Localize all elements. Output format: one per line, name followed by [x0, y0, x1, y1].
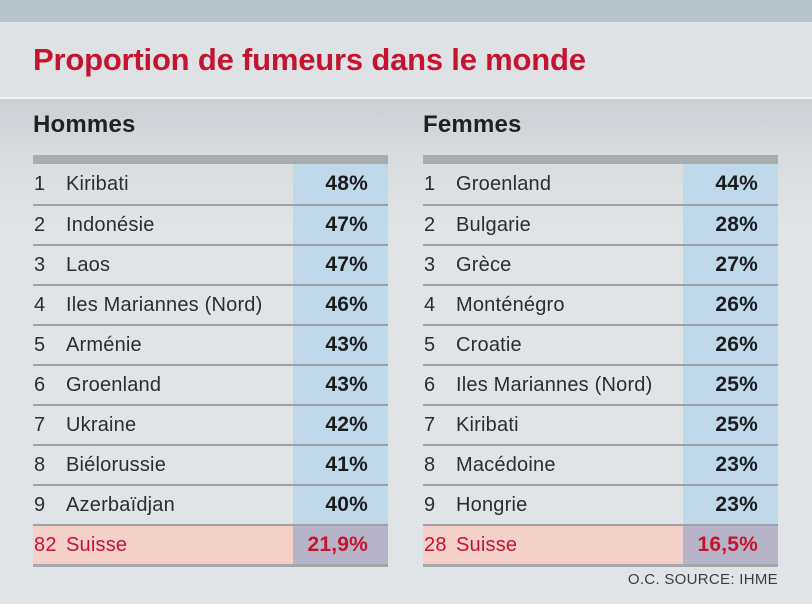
row-rank: 4 — [424, 293, 436, 316]
row-percent: 16,5% — [683, 526, 778, 564]
table-top-bar — [423, 155, 778, 164]
content-area — [0, 97, 812, 604]
source-credit: O.C. SOURCE: IHME — [627, 571, 778, 588]
mens-rows: 1 Kiribati 48% 2 Indonésie 47% 3 Laos 47% 4 Iles M… — [33, 164, 388, 567]
row-country: Groenland — [456, 172, 552, 195]
row-country: Azerbaïdjan — [66, 493, 175, 516]
table-top-bar — [33, 155, 388, 164]
table-row-suisse: 82 Suisse 21,9% — [33, 524, 388, 567]
row-rank: 2 — [424, 213, 436, 236]
row-rank: 7 — [34, 413, 46, 436]
table-row: 9 Azerbaïdjan 40% — [33, 484, 388, 524]
page-title: Proportion de fumeurs dans le monde — [33, 41, 586, 77]
row-country: Suisse — [456, 526, 683, 564]
row-percent: 25% — [683, 406, 778, 444]
row-percent: 28% — [683, 206, 778, 244]
row-rank: 82 — [33, 526, 66, 564]
row-percent: 46% — [293, 286, 388, 324]
table-row-suisse: 28 Suisse 16,5% — [423, 524, 778, 567]
table-row: 5 Arménie 43% — [33, 324, 388, 364]
row-rank: 1 — [424, 172, 436, 195]
table-row: 6 Groenland 43% — [33, 364, 388, 404]
row-percent: 26% — [683, 326, 778, 364]
table-row: 2 Bulgarie 28% — [423, 204, 778, 244]
row-country: Suisse — [66, 526, 293, 564]
table-row: 1 Groenland 44% — [423, 164, 778, 204]
table-row: 8 Biélorussie 41% — [33, 444, 388, 484]
top-accent-bar — [0, 0, 812, 22]
row-rank: 1 — [34, 172, 46, 195]
row-percent: 42% — [293, 406, 388, 444]
row-percent: 26% — [683, 286, 778, 324]
row-percent: 21,9% — [293, 526, 388, 564]
mens-table-header: Hommes — [33, 111, 136, 138]
table-row: 8 Macédoine 23% — [423, 444, 778, 484]
row-rank: 4 — [34, 293, 46, 316]
row-percent: 43% — [293, 326, 388, 364]
table-row: 1 Kiribati 48% — [33, 164, 388, 204]
row-country: Macédoine — [456, 453, 556, 476]
row-country: Iles Mariannes (Nord) — [66, 293, 263, 316]
row-country: Kiribati — [456, 413, 519, 436]
row-rank: 5 — [34, 333, 46, 356]
row-rank: 8 — [34, 453, 46, 476]
row-country: Grèce — [456, 253, 512, 276]
row-percent: 48% — [293, 164, 388, 204]
row-percent: 43% — [293, 366, 388, 404]
table-row: 7 Ukraine 42% — [33, 404, 388, 444]
row-percent: 25% — [683, 366, 778, 404]
row-percent: 27% — [683, 246, 778, 284]
row-rank: 3 — [424, 253, 436, 276]
row-country: Indonésie — [66, 213, 155, 236]
row-country: Groenland — [66, 373, 162, 396]
table-row: 5 Croatie 26% — [423, 324, 778, 364]
row-country: Bulgarie — [456, 213, 531, 236]
womens-table: Femmes 1 Groenland 44% 2 Bulgarie 28% 3 Grèce 27… — [423, 111, 778, 567]
row-country: Monténégro — [456, 293, 565, 316]
row-rank: 5 — [424, 333, 436, 356]
row-rank: 7 — [424, 413, 436, 436]
table-row: 9 Hongrie 23% — [423, 484, 778, 524]
row-rank: 8 — [424, 453, 436, 476]
table-row: 3 Grèce 27% — [423, 244, 778, 284]
row-percent: 47% — [293, 246, 388, 284]
row-rank: 9 — [424, 493, 436, 516]
row-country: Croatie — [456, 333, 522, 356]
row-country: Arménie — [66, 333, 142, 356]
row-country: Hongrie — [456, 493, 528, 516]
row-rank: 9 — [34, 493, 46, 516]
row-percent: 41% — [293, 446, 388, 484]
title-band: Proportion de fumeurs dans le monde — [0, 22, 812, 97]
row-percent: 47% — [293, 206, 388, 244]
table-row: 7 Kiribati 25% — [423, 404, 778, 444]
table-row: 4 Monténégro 26% — [423, 284, 778, 324]
row-country: Laos — [66, 253, 111, 276]
row-percent: 23% — [683, 486, 778, 524]
row-rank: 2 — [34, 213, 46, 236]
table-row: 2 Indonésie 47% — [33, 204, 388, 244]
row-country: Ukraine — [66, 413, 137, 436]
row-percent: 23% — [683, 446, 778, 484]
womens-rows: 1 Groenland 44% 2 Bulgarie 28% 3 Grèce 27% 4 Monté… — [423, 164, 778, 567]
row-rank: 6 — [34, 373, 46, 396]
table-row: 3 Laos 47% — [33, 244, 388, 284]
row-rank: 28 — [423, 526, 456, 564]
mens-table: Hommes 1 Kiribati 48% 2 Indonésie 47% 3 Laos 47%… — [33, 111, 388, 567]
table-row: 4 Iles Mariannes (Nord) 46% — [33, 284, 388, 324]
row-country: Iles Mariannes (Nord) — [456, 373, 653, 396]
row-percent: 40% — [293, 486, 388, 524]
row-country: Biélorussie — [66, 453, 167, 476]
row-country: Kiribati — [66, 172, 129, 195]
womens-table-header: Femmes — [423, 111, 522, 138]
row-percent: 44% — [683, 164, 778, 204]
row-rank: 6 — [424, 373, 436, 396]
table-row: 6 Iles Mariannes (Nord) 25% — [423, 364, 778, 404]
row-rank: 3 — [34, 253, 46, 276]
